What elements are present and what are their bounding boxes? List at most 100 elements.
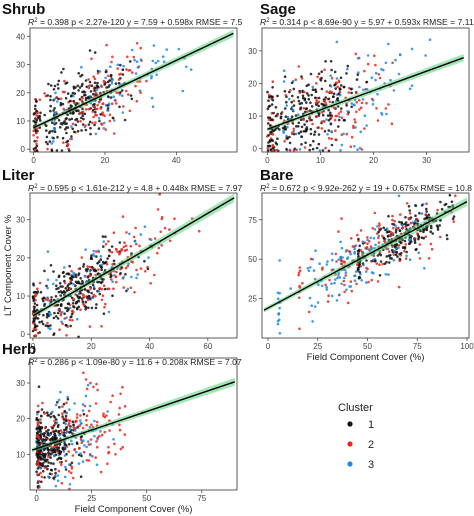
point-cluster-3 — [52, 282, 55, 286]
point-cluster-1 — [285, 147, 288, 151]
point-cluster-2 — [43, 426, 47, 430]
point-cluster-2 — [79, 112, 82, 115]
point-cluster-2 — [39, 471, 42, 475]
point-cluster-1 — [123, 118, 127, 122]
point-cluster-3 — [155, 73, 158, 77]
point-cluster-1 — [83, 288, 87, 291]
point-cluster-2 — [349, 280, 353, 283]
point-cluster-1 — [62, 67, 65, 71]
point-cluster-1 — [40, 320, 44, 323]
point-cluster-2 — [82, 302, 85, 306]
point-cluster-2 — [81, 426, 85, 430]
point-cluster-1 — [45, 135, 49, 139]
x-tick-label: 25 — [87, 494, 96, 503]
point-cluster-1 — [55, 315, 58, 318]
point-cluster-2 — [345, 132, 349, 136]
point-cluster-2 — [100, 298, 104, 302]
point-cluster-2 — [105, 263, 109, 266]
point-cluster-1 — [424, 216, 428, 220]
point-cluster-3 — [62, 450, 65, 453]
point-cluster-2 — [335, 260, 338, 263]
point-cluster-2 — [84, 378, 88, 381]
point-cluster-1 — [39, 119, 42, 122]
point-cluster-3 — [316, 301, 320, 304]
point-cluster-1 — [303, 123, 306, 126]
point-cluster-3 — [356, 148, 359, 151]
point-cluster-1 — [92, 92, 95, 96]
point-cluster-1 — [38, 455, 42, 459]
point-cluster-2 — [65, 334, 68, 337]
point-cluster-2 — [309, 257, 313, 261]
point-cluster-1 — [62, 402, 66, 406]
point-cluster-3 — [57, 398, 61, 402]
point-cluster-1 — [43, 304, 46, 307]
point-cluster-2 — [81, 110, 85, 114]
point-cluster-1 — [65, 324, 68, 327]
point-cluster-3 — [413, 220, 417, 223]
point-cluster-3 — [70, 439, 73, 443]
point-cluster-1 — [65, 81, 69, 84]
point-cluster-2 — [70, 137, 73, 141]
point-cluster-1 — [54, 295, 58, 298]
point-cluster-3 — [92, 249, 95, 253]
point-cluster-1 — [300, 101, 304, 105]
point-cluster-2 — [99, 107, 102, 110]
point-cluster-3 — [86, 383, 90, 387]
point-cluster-3 — [121, 94, 124, 97]
point-cluster-2 — [124, 266, 128, 270]
point-cluster-1 — [445, 234, 449, 237]
point-cluster-1 — [72, 99, 76, 103]
point-cluster-2 — [123, 241, 126, 244]
point-cluster-2 — [391, 231, 394, 235]
point-cluster-1 — [63, 434, 66, 438]
point-cluster-3 — [46, 286, 49, 290]
point-cluster-1 — [53, 130, 57, 134]
x-tick-label: 50 — [142, 494, 151, 503]
point-cluster-1 — [128, 60, 132, 63]
point-cluster-3 — [93, 254, 96, 258]
point-cluster-2 — [340, 217, 343, 220]
y-tick-label: 30 — [16, 61, 25, 70]
point-cluster-3 — [77, 462, 81, 465]
point-cluster-1 — [34, 104, 37, 108]
point-cluster-3 — [79, 419, 82, 422]
point-cluster-3 — [349, 285, 353, 288]
point-cluster-2 — [35, 139, 38, 143]
point-cluster-3 — [346, 67, 349, 71]
point-cluster-2 — [323, 68, 326, 72]
point-cluster-2 — [401, 226, 405, 229]
point-cluster-2 — [87, 443, 91, 446]
point-cluster-2 — [315, 99, 318, 102]
point-cluster-2 — [104, 128, 108, 131]
point-cluster-2 — [100, 325, 103, 328]
point-cluster-3 — [410, 84, 414, 87]
point-cluster-3 — [49, 327, 52, 331]
point-cluster-1 — [292, 132, 296, 136]
point-cluster-3 — [330, 252, 334, 256]
point-cluster-1 — [407, 223, 410, 227]
point-cluster-3 — [130, 48, 134, 52]
point-cluster-2 — [347, 91, 351, 94]
point-cluster-1 — [83, 90, 86, 94]
point-cluster-2 — [73, 101, 76, 105]
point-cluster-3 — [318, 262, 321, 266]
point-cluster-3 — [75, 450, 78, 454]
point-cluster-1 — [307, 97, 311, 101]
point-cluster-3 — [161, 55, 165, 58]
point-cluster-1 — [297, 131, 301, 135]
point-cluster-3 — [107, 310, 111, 314]
point-cluster-2 — [100, 122, 103, 125]
point-cluster-2 — [334, 252, 338, 256]
point-cluster-1 — [46, 313, 49, 317]
point-cluster-1 — [283, 107, 287, 110]
y-tick-label: 20 — [16, 89, 25, 98]
point-cluster-3 — [49, 313, 52, 317]
point-cluster-2 — [60, 481, 64, 485]
point-cluster-1 — [109, 275, 112, 279]
point-cluster-1 — [271, 98, 275, 102]
point-cluster-1 — [96, 85, 100, 88]
point-cluster-2 — [107, 451, 110, 455]
point-cluster-2 — [391, 214, 394, 218]
point-cluster-1 — [303, 110, 307, 114]
